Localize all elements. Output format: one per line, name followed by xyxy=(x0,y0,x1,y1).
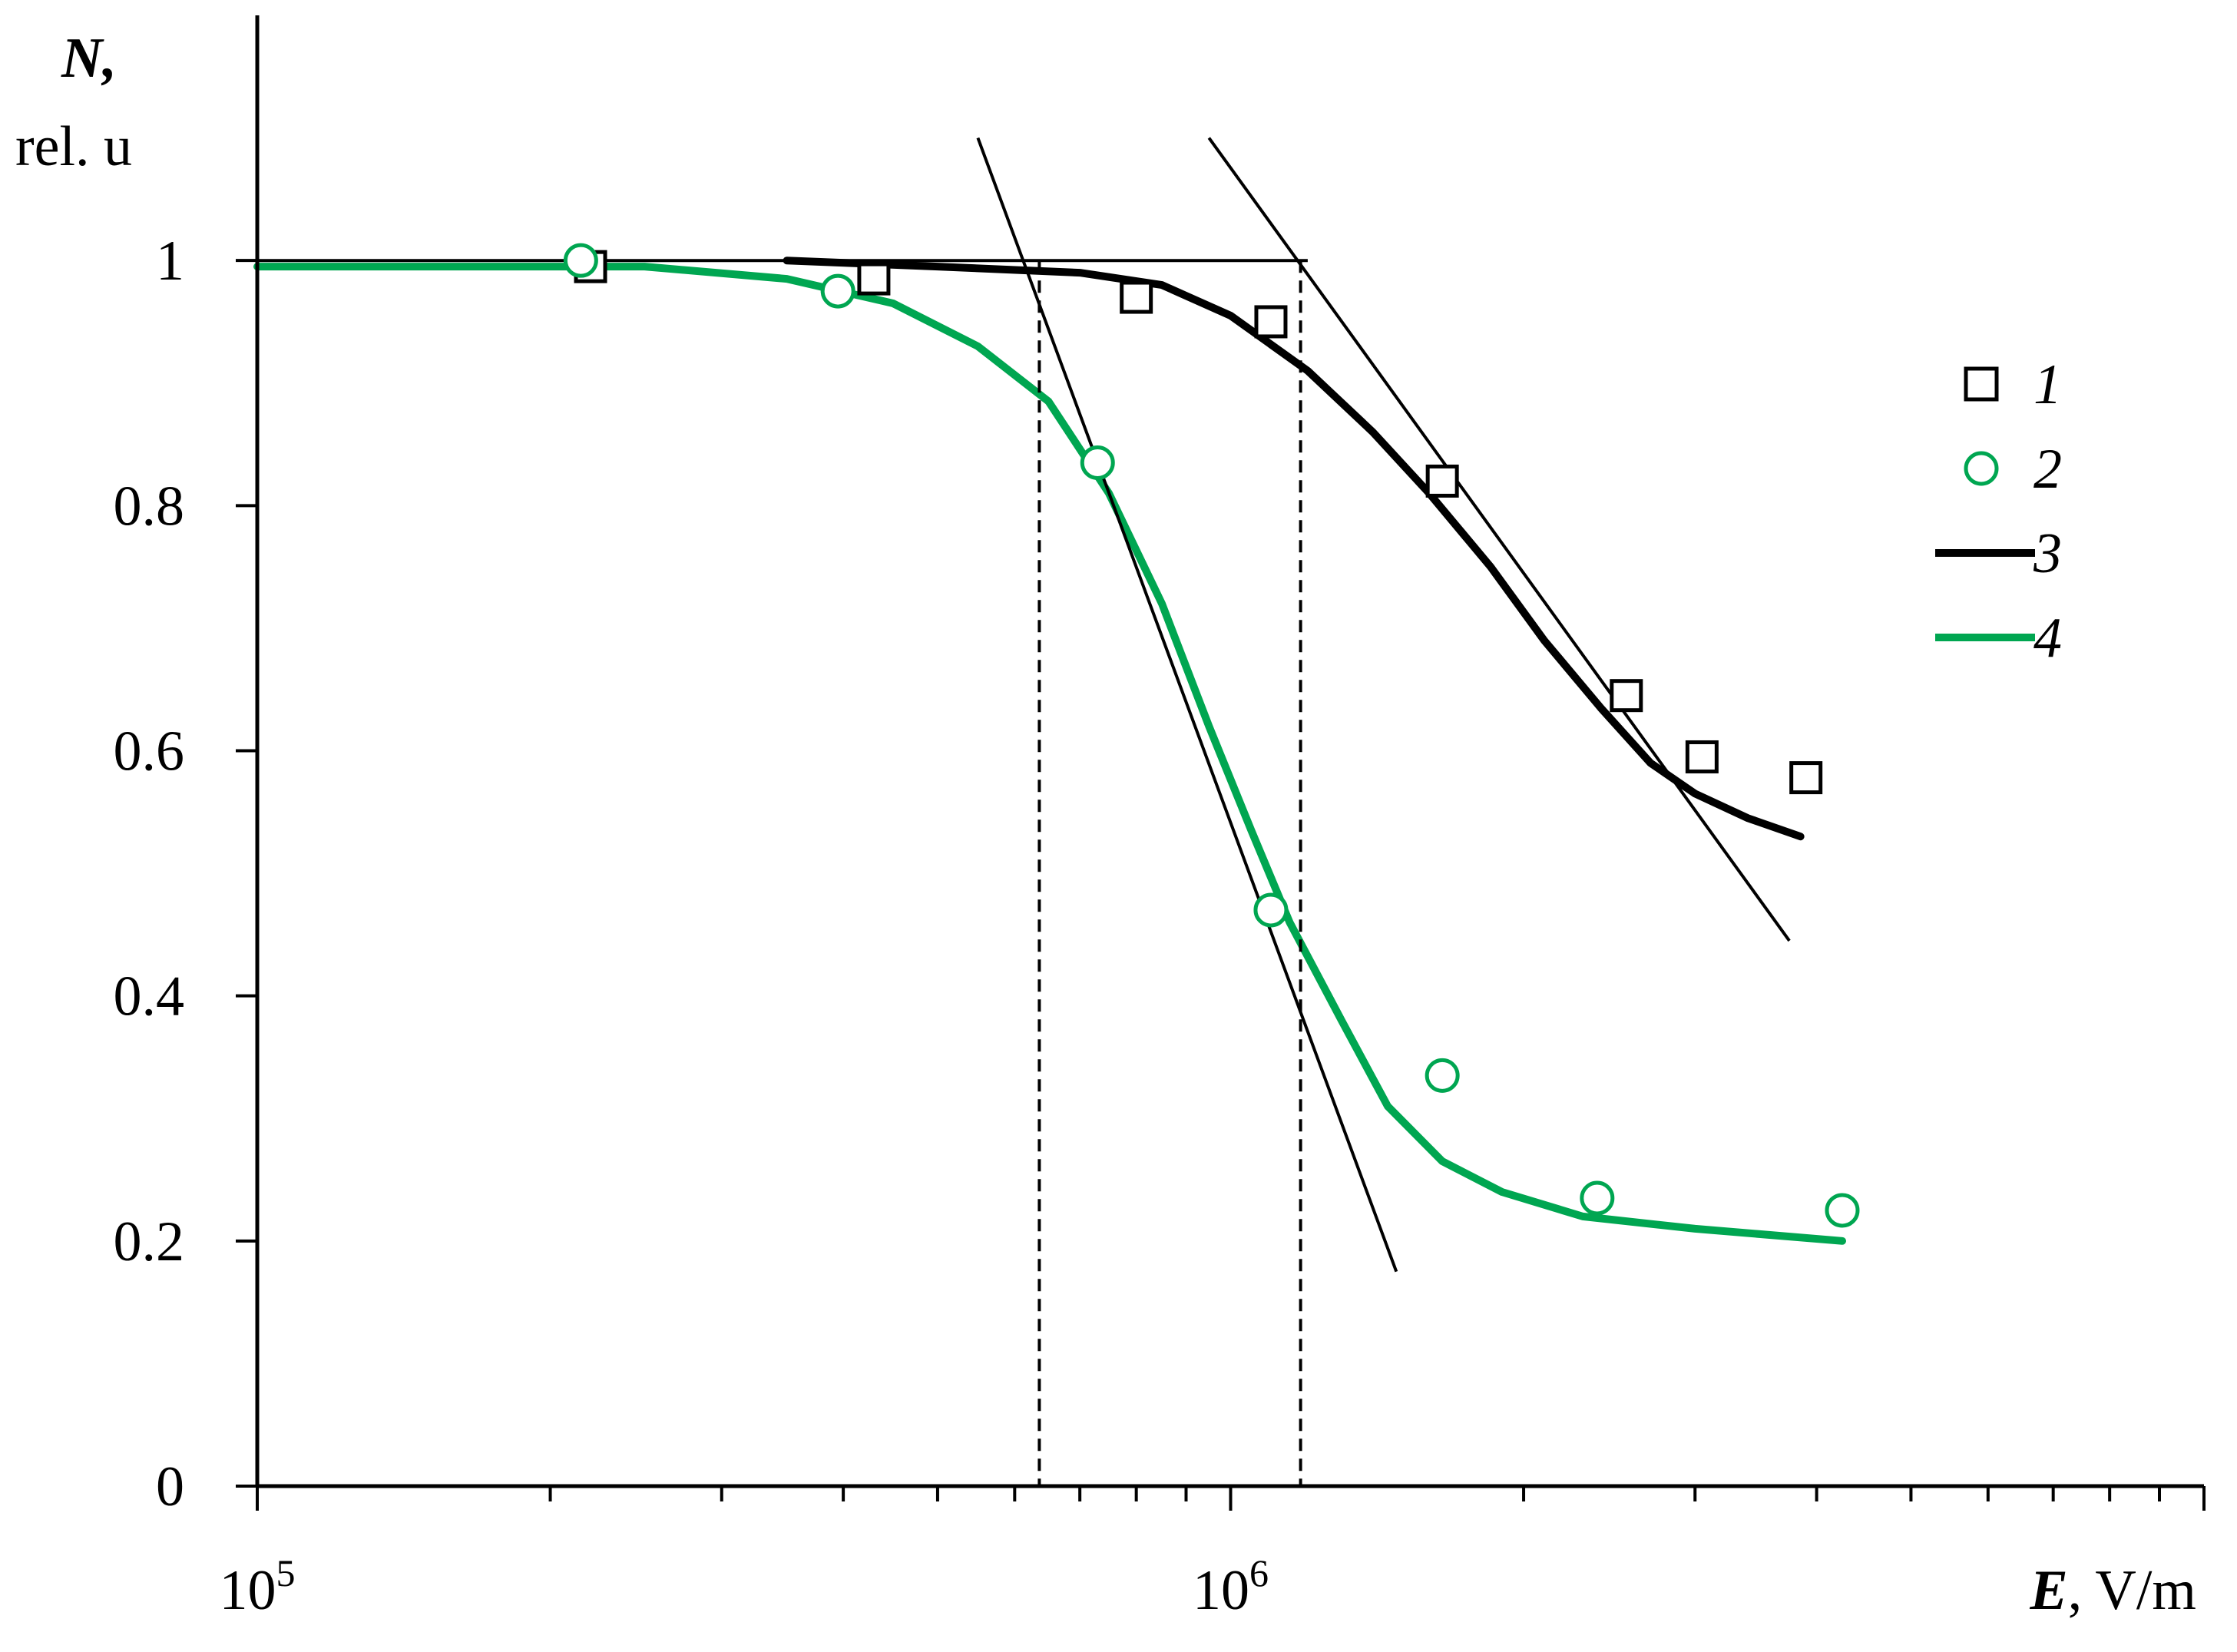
y-tick-label: 0.4 xyxy=(114,965,185,1028)
legend-label: 1 xyxy=(2033,353,2062,416)
curve-series-3 xyxy=(783,257,1805,841)
data-point-square xyxy=(1425,464,1459,498)
x-tick-mantissa: 10 xyxy=(1193,1559,1249,1622)
data-point-circle xyxy=(1825,1193,1860,1228)
legend: 1 2 3 4 xyxy=(1935,353,2062,670)
y-axis-symbol: N, xyxy=(61,27,117,90)
y-tick-label: 0.8 xyxy=(114,475,185,538)
data-point-square xyxy=(857,262,891,296)
data-point-square xyxy=(1685,740,1719,773)
tangent-guide-line xyxy=(976,137,1398,1273)
tangent-guide-line xyxy=(1207,137,1791,942)
legend-label: 2 xyxy=(2033,438,2062,501)
x-tick-label: 105 xyxy=(220,1551,296,1622)
x-axis-label: E, V/m xyxy=(2029,1559,2196,1622)
y-axis-unit: rel. u xyxy=(15,115,132,178)
curve-series-4 xyxy=(253,263,1846,1245)
x-axis-symbol: E xyxy=(2029,1559,2067,1622)
plot-marks xyxy=(253,137,1860,1486)
x-tick-mantissa: 10 xyxy=(220,1559,276,1622)
data-point-circle xyxy=(1253,892,1289,928)
y-tick-label: 0.6 xyxy=(114,720,185,783)
data-point-circle xyxy=(1425,1058,1460,1093)
y-tick-label: 0.2 xyxy=(114,1210,185,1273)
x-axis-unit: , V/m xyxy=(2068,1559,2196,1622)
data-point-circle xyxy=(820,273,855,309)
data-point-square xyxy=(1120,280,1153,314)
data-point-circle xyxy=(1080,445,1115,480)
y-tick-label: 1 xyxy=(156,230,184,293)
y-tick-label: 0 xyxy=(156,1455,184,1518)
x-tick-label: 106 xyxy=(1193,1551,1269,1622)
x-tick-exponent: 6 xyxy=(1249,1551,1269,1594)
legend-marker-circle xyxy=(1964,451,1999,486)
legend-label: 3 xyxy=(2033,522,2062,585)
legend-marker-square xyxy=(1964,366,1999,402)
data-point-square xyxy=(1610,679,1643,713)
data-point-circle xyxy=(1580,1180,1615,1216)
axis-labels: N, rel. u E, V/m xyxy=(15,27,2196,1622)
legend-label: 4 xyxy=(2033,607,2062,670)
data-point-square xyxy=(1254,305,1288,339)
data-point-square xyxy=(1789,761,1823,795)
x-tick-exponent: 5 xyxy=(276,1551,296,1594)
data-point-circle xyxy=(563,243,598,278)
